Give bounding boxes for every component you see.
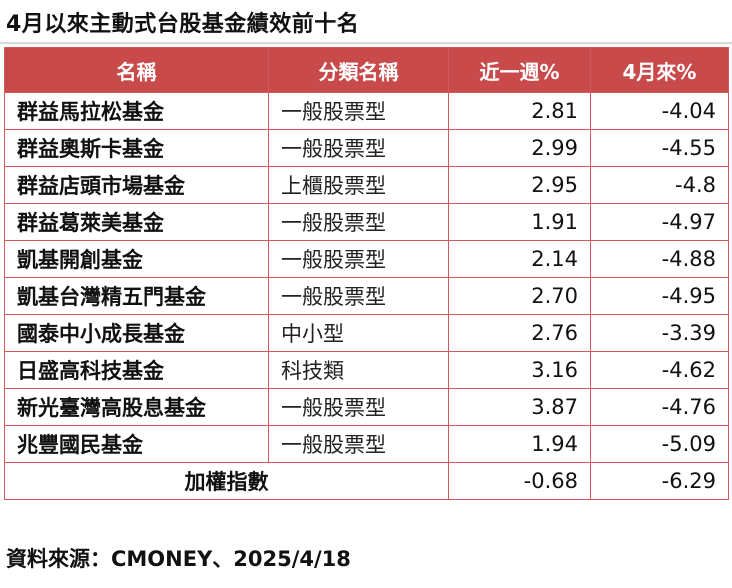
index-week-return: -0.68 bbox=[448, 462, 591, 500]
fund-category: 上櫃股票型 bbox=[268, 166, 449, 204]
index-month-return: -6.29 bbox=[590, 462, 729, 500]
fund-name: 凱基開創基金 bbox=[4, 240, 269, 278]
week-return: 3.87 bbox=[448, 388, 591, 426]
table-row: 日盛高科技基金 科技類 3.16 -4.62 bbox=[4, 351, 729, 389]
month-return: -5.09 bbox=[590, 425, 729, 463]
header-name: 名稱 bbox=[4, 47, 269, 93]
index-row: 加權指數 -0.68 -6.29 bbox=[4, 462, 729, 500]
table-row: 群益奧斯卡基金 一般股票型 2.99 -4.55 bbox=[4, 129, 729, 167]
fund-category: 科技類 bbox=[268, 351, 449, 389]
month-return: -4.62 bbox=[590, 351, 729, 389]
fund-name: 兆豐國民基金 bbox=[4, 425, 269, 463]
fund-category: 一般股票型 bbox=[268, 203, 449, 241]
fund-name: 群益馬拉松基金 bbox=[4, 92, 269, 130]
fund-category: 一般股票型 bbox=[268, 277, 449, 315]
week-return: 2.95 bbox=[448, 166, 591, 204]
fund-name: 群益葛萊美基金 bbox=[4, 203, 269, 241]
index-label: 加權指數 bbox=[4, 462, 449, 500]
week-return: 2.14 bbox=[448, 240, 591, 278]
table-row: 凱基開創基金 一般股票型 2.14 -4.88 bbox=[4, 240, 729, 278]
month-return: -4.8 bbox=[590, 166, 729, 204]
month-return: -4.88 bbox=[590, 240, 729, 278]
fund-name: 凱基台灣精五門基金 bbox=[4, 277, 269, 315]
table-row: 凱基台灣精五門基金 一般股票型 2.70 -4.95 bbox=[4, 277, 729, 315]
month-return: -3.39 bbox=[590, 314, 729, 352]
fund-name: 群益店頭市場基金 bbox=[4, 166, 269, 204]
fund-category: 一般股票型 bbox=[268, 129, 449, 167]
fund-performance-table: 名稱 分類名稱 近一週% 4月來% 群益馬拉松基金 一般股票型 2.81 -4.… bbox=[4, 47, 729, 500]
week-return: 1.94 bbox=[448, 425, 591, 463]
title-divider bbox=[0, 42, 732, 44]
fund-name: 群益奧斯卡基金 bbox=[4, 129, 269, 167]
page-title: 4月以來主動式台股基金績效前十名 bbox=[6, 12, 360, 37]
table-row: 國泰中小成長基金 中小型 2.76 -3.39 bbox=[4, 314, 729, 352]
fund-category: 一般股票型 bbox=[268, 388, 449, 426]
fund-category: 一般股票型 bbox=[268, 92, 449, 130]
month-return: -4.04 bbox=[590, 92, 729, 130]
source-note: 資料來源：CMONEY、2025/4/18 bbox=[6, 547, 351, 571]
table-header-row: 名稱 分類名稱 近一週% 4月來% bbox=[4, 47, 729, 93]
table-row: 兆豐國民基金 一般股票型 1.94 -5.09 bbox=[4, 425, 729, 463]
header-category: 分類名稱 bbox=[268, 47, 449, 93]
week-return: 1.91 bbox=[448, 203, 591, 241]
fund-name: 日盛高科技基金 bbox=[4, 351, 269, 389]
header-month: 4月來% bbox=[590, 47, 729, 93]
week-return: 2.70 bbox=[448, 277, 591, 315]
fund-category: 中小型 bbox=[268, 314, 449, 352]
table-row: 群益葛萊美基金 一般股票型 1.91 -4.97 bbox=[4, 203, 729, 241]
week-return: 2.76 bbox=[448, 314, 591, 352]
week-return: 2.99 bbox=[448, 129, 591, 167]
week-return: 3.16 bbox=[448, 351, 591, 389]
header-week: 近一週% bbox=[448, 47, 591, 93]
fund-category: 一般股票型 bbox=[268, 425, 449, 463]
week-return: 2.81 bbox=[448, 92, 591, 130]
month-return: -4.76 bbox=[590, 388, 729, 426]
fund-name: 國泰中小成長基金 bbox=[4, 314, 269, 352]
table-row: 新光臺灣高股息基金 一般股票型 3.87 -4.76 bbox=[4, 388, 729, 426]
fund-category: 一般股票型 bbox=[268, 240, 449, 278]
month-return: -4.55 bbox=[590, 129, 729, 167]
month-return: -4.95 bbox=[590, 277, 729, 315]
month-return: -4.97 bbox=[590, 203, 729, 241]
table-row: 群益馬拉松基金 一般股票型 2.81 -4.04 bbox=[4, 92, 729, 130]
table-row: 群益店頭市場基金 上櫃股票型 2.95 -4.8 bbox=[4, 166, 729, 204]
fund-name: 新光臺灣高股息基金 bbox=[4, 388, 269, 426]
